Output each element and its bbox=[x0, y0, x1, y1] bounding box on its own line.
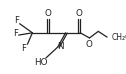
Text: HO: HO bbox=[34, 58, 47, 67]
Text: CH₂CH₃: CH₂CH₃ bbox=[112, 33, 126, 42]
Text: N: N bbox=[57, 42, 63, 51]
Text: F: F bbox=[13, 29, 18, 38]
Text: F: F bbox=[14, 16, 19, 25]
Text: O: O bbox=[44, 9, 51, 18]
Text: O: O bbox=[86, 40, 92, 49]
Text: O: O bbox=[76, 9, 83, 18]
Text: F: F bbox=[22, 44, 26, 53]
